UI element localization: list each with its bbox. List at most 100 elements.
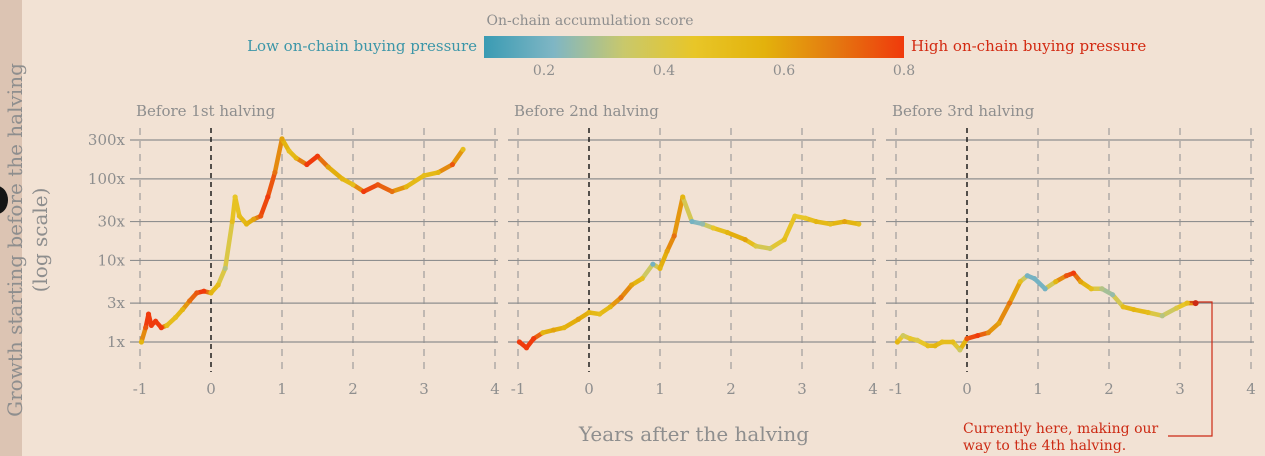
series-segment — [404, 173, 427, 190]
data-point — [325, 164, 331, 170]
data-point — [618, 295, 624, 301]
data-point — [1070, 270, 1077, 276]
colorbar-tick-label: 0.6 — [773, 63, 795, 79]
data-point — [293, 155, 299, 161]
x-tick-label: 1 — [277, 380, 287, 398]
series-segment — [671, 194, 685, 239]
y-axis-title: Growth starting before the halving (log … — [3, 63, 52, 417]
colorbar-ticks: 0.2 0.4 0.6 0.8 — [533, 63, 915, 79]
data-point — [222, 265, 228, 271]
panel-3: Before 3rd halving -1 0 1 2 3 4 — [886, 102, 1256, 398]
y-tick-label: 3x — [107, 294, 126, 312]
data-point — [236, 213, 242, 219]
data-point — [194, 290, 200, 296]
data-point — [1017, 279, 1023, 285]
data-point — [1053, 279, 1059, 285]
colorbar-low-label: Low on-chain buying pressure — [247, 37, 477, 55]
panel-title: Before 3rd halving — [892, 102, 1035, 120]
data-point — [639, 275, 645, 282]
series-segment — [782, 213, 798, 242]
series-segment — [232, 194, 242, 219]
series-segment — [222, 219, 235, 271]
series-segment — [361, 182, 381, 194]
data-point — [914, 337, 920, 343]
data-point — [827, 221, 834, 227]
data-point — [138, 339, 145, 345]
data-point — [350, 182, 356, 188]
x-tick-label: 2 — [348, 380, 358, 398]
annotation-leader-line — [1168, 301, 1213, 437]
series-segment — [375, 182, 395, 194]
data-point — [375, 182, 381, 188]
data-point — [229, 218, 235, 225]
data-point — [996, 320, 1002, 326]
x-tick-label: -1 — [889, 380, 904, 398]
data-point — [232, 194, 238, 200]
data-point — [671, 233, 677, 239]
data-point — [925, 343, 931, 349]
colorbar-tick-label: 0.2 — [533, 63, 555, 79]
x-tick-label: 2 — [726, 380, 736, 398]
series-segment — [561, 317, 581, 330]
data-point — [939, 339, 945, 345]
series-segment — [265, 170, 278, 200]
data-point — [894, 339, 901, 345]
data-point — [1131, 306, 1137, 313]
data-point — [164, 322, 170, 328]
panel-1: Before 1st halving -1 0 1 2 3 4 — [130, 102, 500, 398]
data-point — [158, 325, 164, 331]
data-point — [1184, 300, 1190, 306]
data-point — [1159, 313, 1165, 319]
y-tick-label: 1x — [107, 333, 126, 351]
data-point — [629, 282, 635, 288]
series-segment — [435, 162, 455, 175]
x-tick-label: 4 — [1246, 380, 1256, 398]
data-point — [1109, 292, 1116, 298]
data-point — [1173, 305, 1180, 311]
data-point — [258, 213, 264, 219]
data-point — [187, 298, 193, 304]
series-segment — [325, 164, 345, 182]
series-segment — [657, 248, 670, 271]
x-tick-label: 4 — [490, 380, 500, 398]
panel-title: Before 2nd halving — [514, 102, 659, 120]
current-position-marker — [1192, 300, 1199, 307]
data-point — [724, 229, 731, 236]
data-point — [900, 332, 906, 339]
y-tick-label: 300x — [88, 131, 126, 149]
data-point — [243, 221, 250, 227]
data-point — [286, 148, 292, 154]
data-point — [421, 172, 427, 179]
data-point — [767, 245, 773, 252]
y-axis-title-line2: (log scale) — [28, 188, 52, 293]
data-point — [907, 336, 913, 342]
series-segment — [640, 261, 656, 281]
data-point — [449, 161, 455, 168]
data-point — [1024, 273, 1030, 279]
data-point — [1063, 273, 1069, 279]
x-tick-label: 4 — [868, 380, 878, 398]
data-point — [403, 184, 409, 190]
data-point — [597, 311, 603, 317]
series-segment — [1007, 279, 1023, 306]
data-point — [540, 330, 546, 336]
data-point — [1042, 286, 1048, 292]
series-segment — [215, 266, 228, 288]
data-point — [561, 325, 567, 331]
data-point — [215, 282, 221, 288]
data-point — [607, 304, 613, 310]
data-point — [531, 336, 537, 342]
data-point — [279, 136, 285, 142]
colorbar-gradient — [484, 36, 904, 58]
y-tick-label: 10x — [97, 251, 125, 269]
series-segment — [258, 194, 271, 219]
series-segment — [272, 136, 285, 175]
data-point — [700, 221, 706, 227]
data-point — [361, 188, 367, 195]
data-point — [201, 288, 207, 294]
x-tick-label: 0 — [584, 380, 594, 398]
data-point — [792, 213, 798, 219]
colorbar-high-label: High on-chain buying pressure — [911, 37, 1146, 55]
data-point — [1099, 286, 1105, 292]
